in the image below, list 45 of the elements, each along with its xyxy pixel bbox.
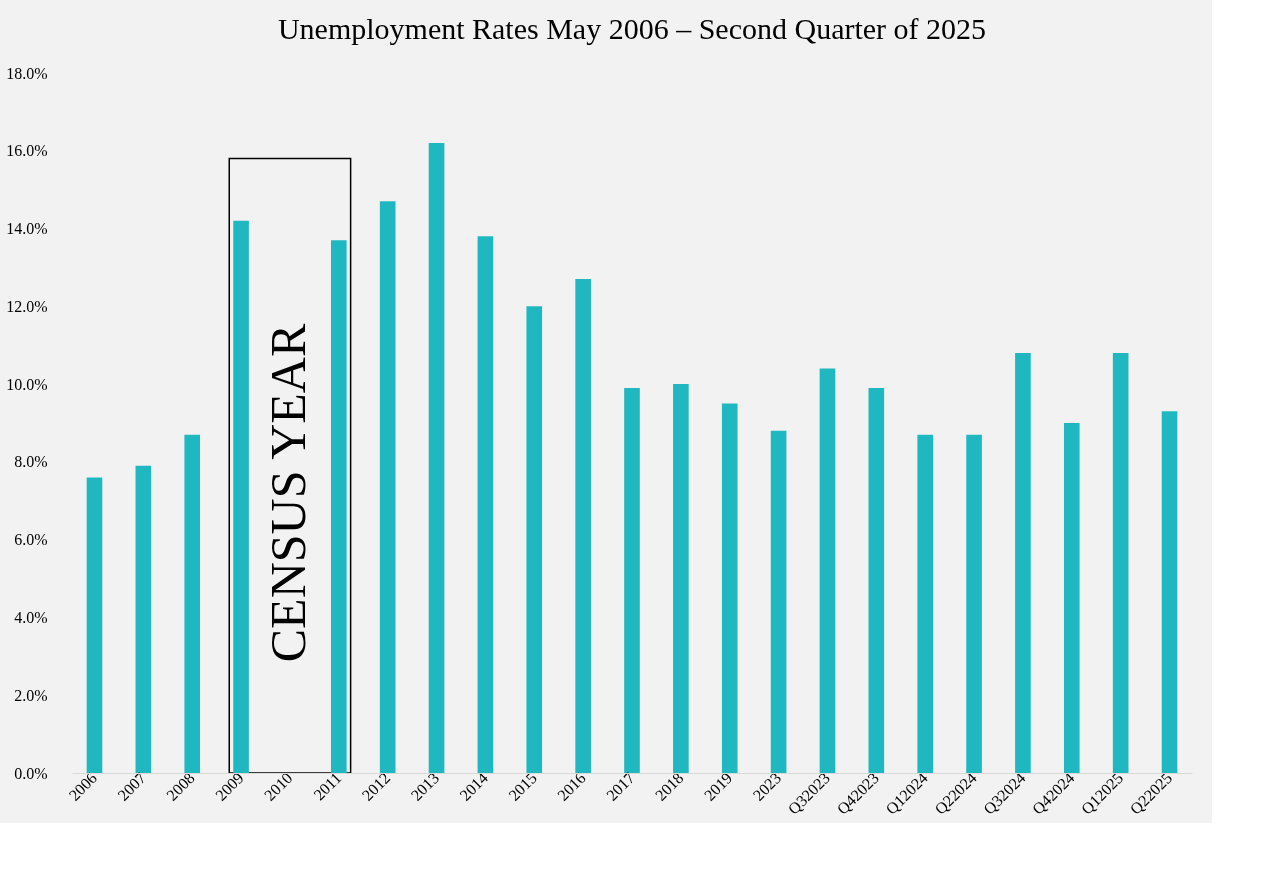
bar — [917, 434, 934, 773]
bar — [1112, 353, 1129, 773]
bar — [379, 201, 396, 773]
bar — [184, 434, 201, 773]
bar — [673, 384, 689, 773]
y-tick-label: 12.0% — [6, 297, 48, 315]
y-tick-label: 10.0% — [6, 375, 48, 393]
y-tick-label: 16.0% — [6, 142, 48, 160]
bar — [1015, 353, 1031, 773]
y-tick-label: 8.0% — [14, 453, 48, 471]
bar — [233, 220, 249, 773]
band-label: CENSUS YEAR — [259, 323, 316, 663]
y-tick-label: 14.0% — [6, 220, 48, 238]
bar — [819, 368, 836, 773]
x-tick-label: 2018 — [651, 769, 687, 804]
y-tick-label: 2.0% — [14, 686, 48, 704]
bar — [1063, 423, 1080, 773]
x-tick-label: 2015 — [505, 769, 540, 804]
x-tick-label: 2011 — [310, 769, 345, 804]
bar — [770, 430, 787, 773]
bar — [428, 143, 445, 773]
bar — [86, 477, 103, 773]
y-tick-label: 4.0% — [14, 608, 48, 626]
bar — [966, 434, 982, 773]
x-tick-label: 2014 — [456, 769, 492, 804]
bar — [477, 236, 494, 773]
y-tick-label: 18.0% — [6, 64, 48, 82]
chart-title: Unemployment Rates May 2006 – Second Quarter of 2025 — [277, 12, 987, 45]
x-tick-label: 2019 — [700, 769, 736, 804]
bar — [330, 240, 347, 773]
x-tick-label: 2023 — [749, 769, 785, 804]
bar — [575, 279, 591, 773]
bar — [868, 388, 885, 773]
x-tick-label: 2009 — [212, 769, 247, 804]
bar — [135, 465, 152, 773]
bar — [1161, 411, 1178, 773]
y-tick-label: 0.0% — [14, 764, 48, 782]
y-tick-label: 6.0% — [14, 531, 48, 549]
bar — [624, 388, 640, 773]
x-tick-label: 2012 — [358, 769, 394, 804]
x-tick-label: 2010 — [260, 769, 296, 804]
bar — [526, 306, 543, 773]
x-tick-label: 2013 — [407, 769, 443, 804]
x-tick-label: 2008 — [163, 769, 198, 804]
bar — [721, 403, 738, 773]
